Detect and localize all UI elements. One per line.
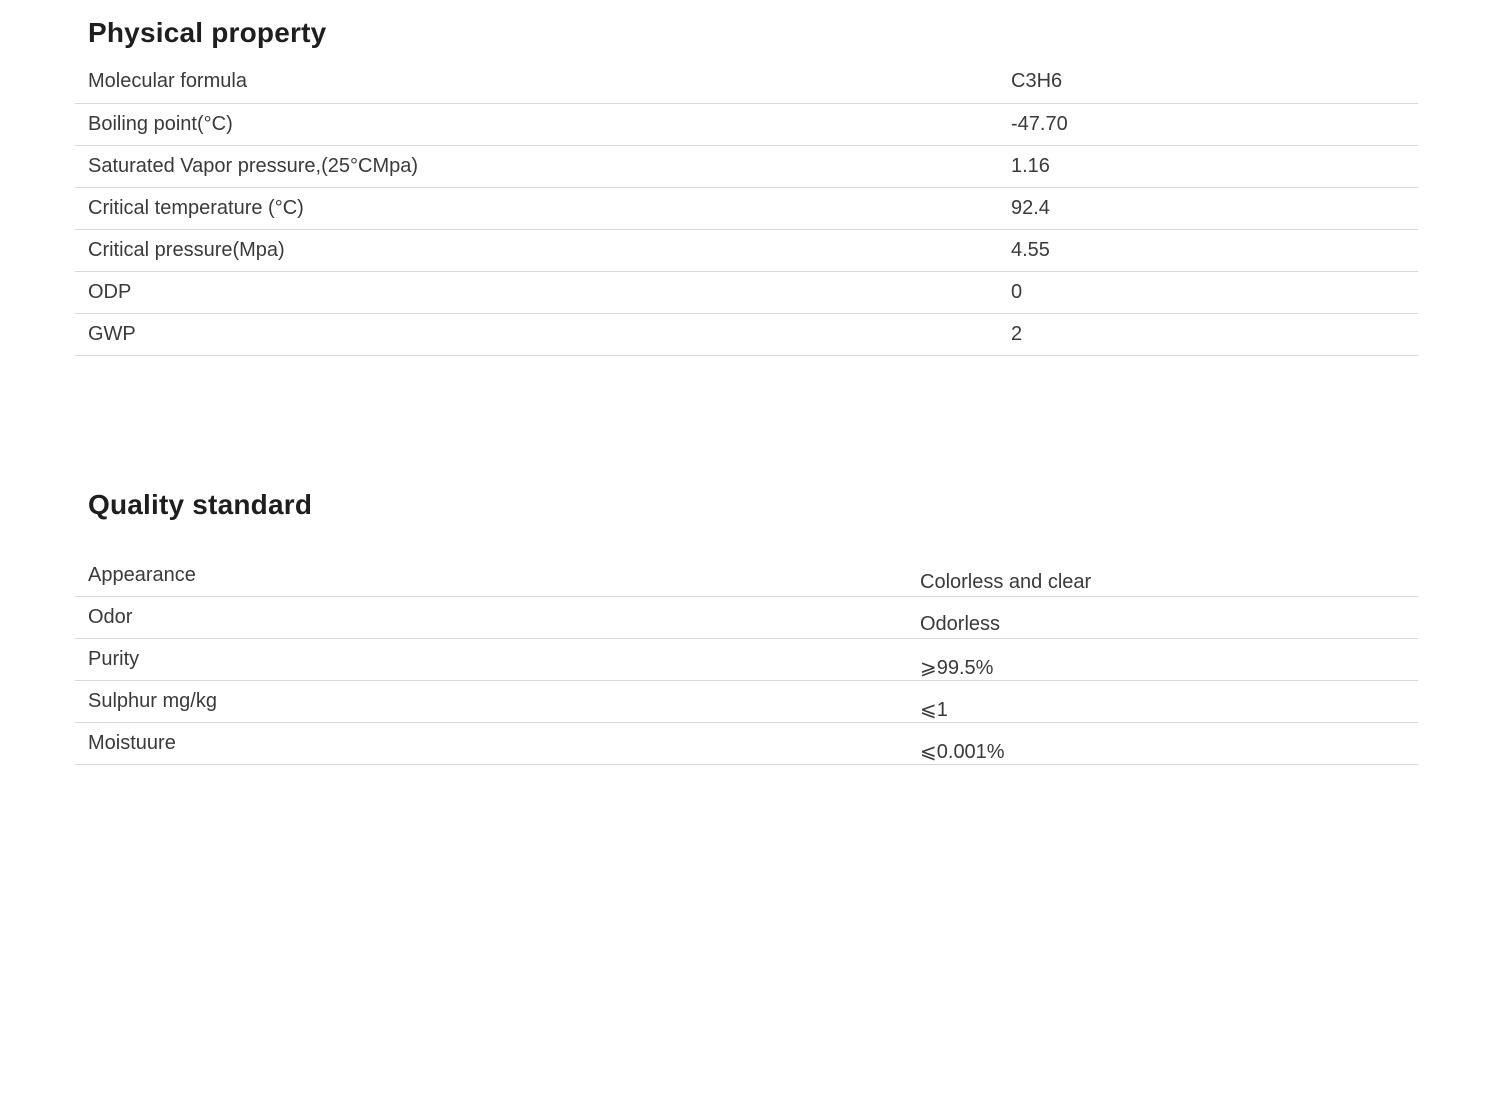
table-row: Sulphur mg/kg ⩽1	[75, 680, 1418, 723]
property-label: Appearance	[75, 554, 920, 597]
table-row: Moistuure ⩽0.001%	[75, 722, 1418, 765]
table-row: Saturated Vapor pressure,(25°CMpa) 1.16	[75, 145, 1418, 188]
property-value: ⩽1	[920, 680, 1418, 723]
property-value: ⩾99.5%	[920, 638, 1418, 681]
property-label: Sulphur mg/kg	[75, 680, 920, 723]
property-label: ODP	[75, 271, 1011, 314]
table-row: Molecular formula C3H6	[75, 61, 1418, 104]
property-value: 92.4	[1011, 187, 1418, 230]
property-value: C3H6	[1011, 61, 1418, 104]
property-label: Moistuure	[75, 722, 920, 765]
property-value: 4.55	[1011, 229, 1418, 272]
spec-content: Physical property Molecular formula C3H6 B…	[75, 0, 1418, 765]
table-row: GWP 2	[75, 313, 1418, 356]
physical-property-table: Molecular formula C3H6 Boiling point(°C) -4…	[75, 61, 1418, 356]
property-value: Odorless	[920, 596, 1418, 639]
physical-property-title: Physical property	[88, 17, 327, 48]
property-value: Colorless and clear	[920, 554, 1418, 597]
table-row: Critical pressure(Mpa) 4.55	[75, 229, 1418, 272]
property-label: Critical temperature (°C)	[75, 187, 1011, 230]
property-value: -47.70	[1011, 103, 1418, 146]
table-row: ODP 0	[75, 271, 1418, 314]
property-value: 2	[1011, 313, 1418, 356]
property-label: GWP	[75, 313, 1011, 356]
section-quality-standard: Quality standard Appearance Colorless and…	[75, 488, 1418, 765]
property-value: ⩽0.001%	[920, 722, 1418, 765]
property-label: Molecular formula	[75, 61, 1011, 104]
property-label: Critical pressure(Mpa)	[75, 229, 1011, 272]
quality-standard-title: Quality standard	[88, 488, 313, 520]
property-label: Purity	[75, 638, 920, 681]
property-value: 1.16	[1011, 145, 1418, 188]
table-row: Purity ⩾99.5%	[75, 638, 1418, 681]
property-value: 0	[1011, 271, 1418, 314]
section-physical-property: Physical property Molecular formula C3H6 B…	[75, 16, 1418, 356]
table-row: Appearance Colorless and clear	[75, 554, 1418, 597]
property-label: Odor	[75, 596, 920, 639]
property-label: Boiling point(°C)	[75, 103, 1011, 146]
table-row: Boiling point(°C) -47.70	[75, 103, 1418, 146]
table-row: Critical temperature (°C) 92.4	[75, 187, 1418, 230]
property-label: Saturated Vapor pressure,(25°CMpa)	[75, 145, 1011, 188]
table-row: Odor Odorless	[75, 596, 1418, 639]
quality-standard-table: Appearance Colorless and clear Odor Odorles…	[75, 554, 1418, 765]
